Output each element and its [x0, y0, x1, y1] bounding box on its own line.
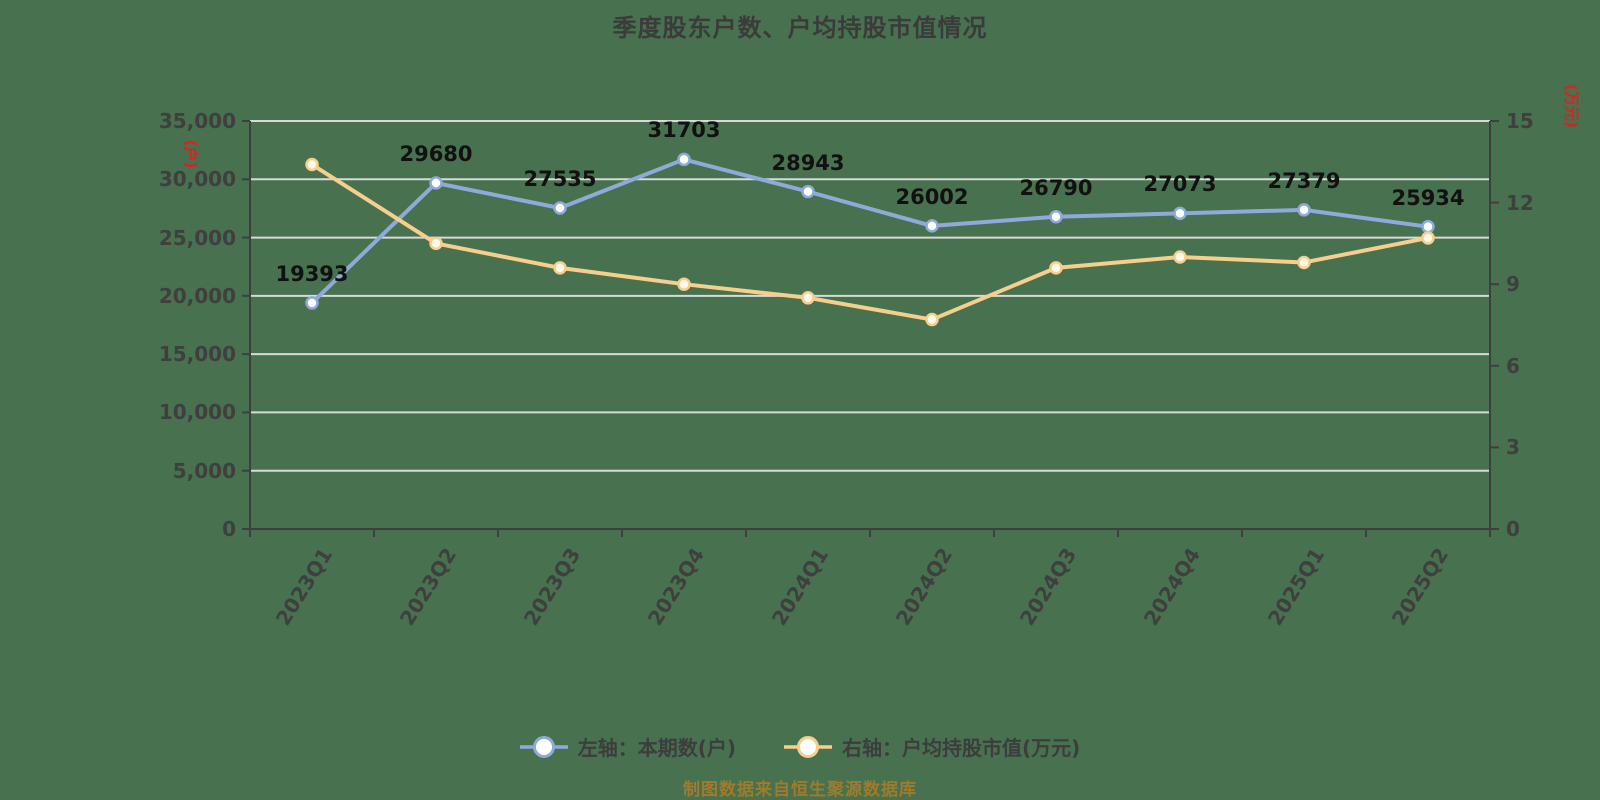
data-point-marker-shareholders-count: [677, 152, 691, 167]
series-line-avg-holding-market-value: [310, 162, 1430, 322]
data-point-marker-avg-holding-market-value: [677, 277, 691, 291]
data-source-note: 制图数据来自恒生聚源数据库: [683, 780, 917, 800]
legend-item-shareholders: 左轴：本期数(户): [519, 732, 736, 761]
legend: 左轴：本期数(户) 右轴：户均持股市值(万元): [0, 732, 1600, 761]
data-point-marker-shareholders-count: [429, 176, 443, 190]
data-point-marker-shareholders-count: [801, 184, 815, 199]
data-point-marker-shareholders-count: [305, 296, 319, 310]
data-point-marker-shareholders-count: [1049, 209, 1063, 224]
data-point-marker-avg-holding-market-value: [1173, 250, 1187, 264]
legend-label-market-value: 右轴：户均持股市值(万元): [842, 736, 1081, 760]
data-point-marker-shareholders-count: [1421, 219, 1435, 234]
data-point-marker-avg-holding-market-value: [1049, 261, 1063, 275]
data-point-marker-avg-holding-market-value: [1421, 231, 1435, 245]
data-point-marker-shareholders-count: [1173, 206, 1187, 221]
data-point-marker-shareholders-count: [553, 201, 567, 215]
data-point-marker-avg-holding-market-value: [553, 261, 567, 275]
line-circle-marker-icon: [784, 735, 832, 758]
data-point-marker-avg-holding-market-value: [801, 291, 815, 305]
data-point-marker-avg-holding-market-value: [925, 312, 939, 327]
data-point-marker-avg-holding-market-value: [305, 157, 319, 172]
legend-label-shareholders: 左轴：本期数(户): [577, 736, 736, 760]
series-line-shareholders-count: [310, 157, 1430, 305]
line-circle-marker-icon: [519, 735, 568, 758]
data-point-marker-shareholders-count: [1297, 203, 1311, 217]
data-point-marker-shareholders-count: [925, 219, 939, 233]
data-point-marker-avg-holding-market-value: [1297, 255, 1311, 270]
chart-title: 季度股东户数、户均持股市值情况: [612, 14, 988, 42]
data-point-marker-avg-holding-market-value: [429, 236, 443, 251]
legend-item-market-value: 右轴：户均持股市值(万元): [784, 732, 1080, 761]
